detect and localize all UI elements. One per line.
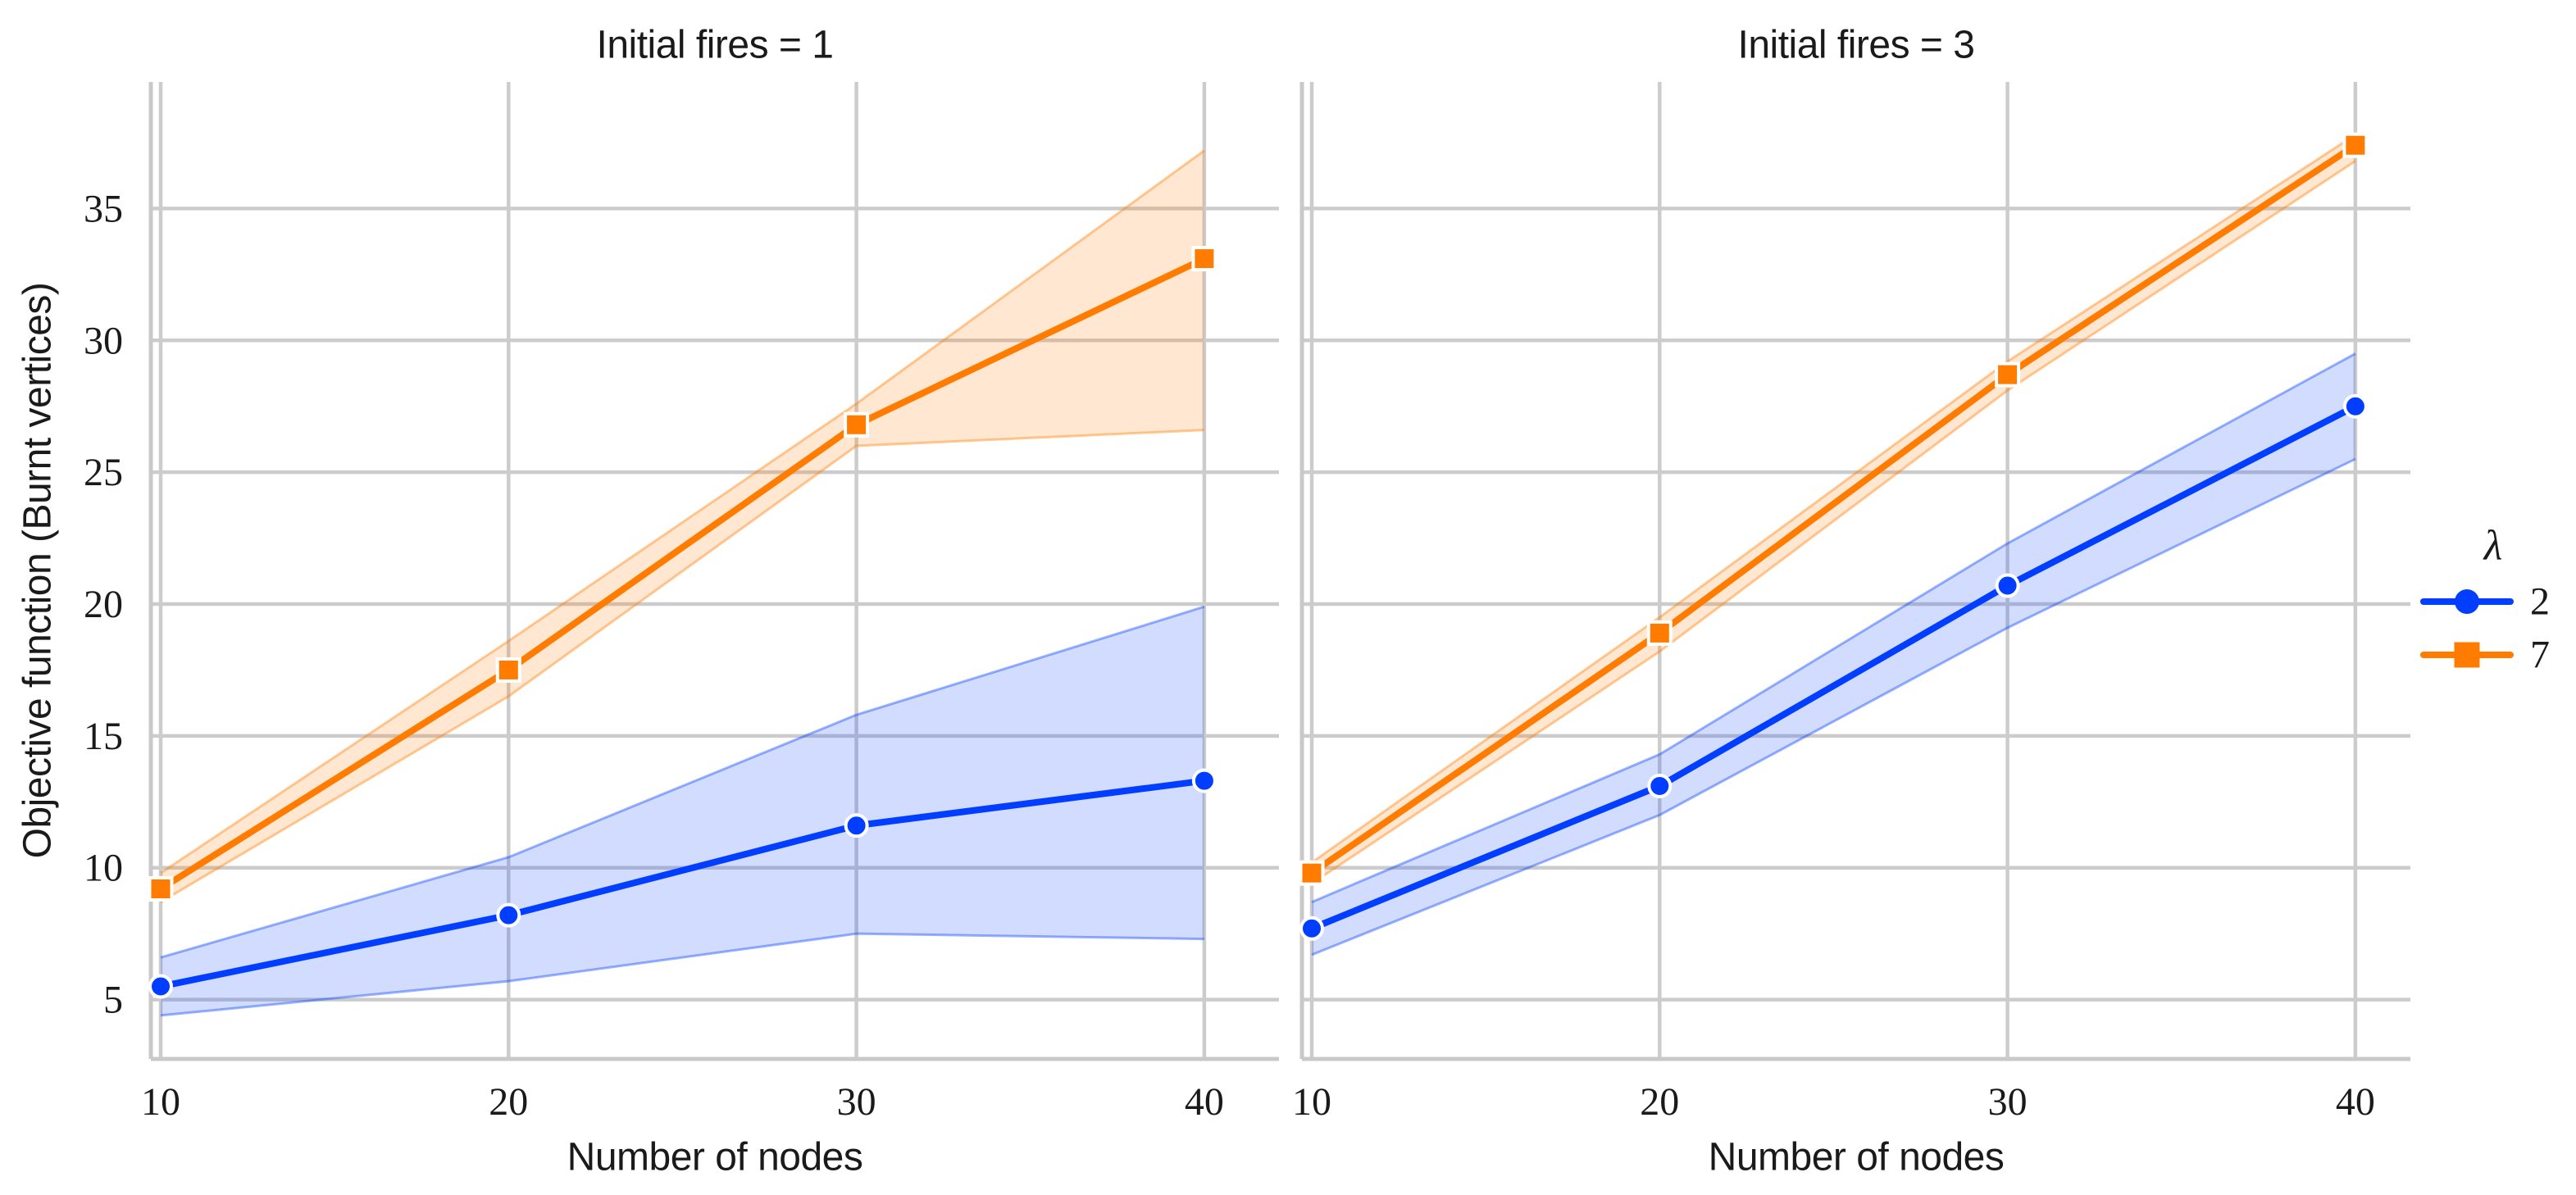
confidence-band [161,150,1204,902]
data-point [1299,916,1324,941]
legend [2420,589,2514,668]
confidence-band-edge [160,429,1204,903]
legend-label-lambda-7: 7 [2530,633,2550,677]
x-tick-label: 40 [1185,1080,1224,1124]
data-point [844,411,870,438]
x-tick-label: 10 [141,1080,180,1124]
confidence-band-edge [1311,352,2356,903]
data-point [1995,361,2021,388]
data-point [1191,246,1217,272]
y-tick-label: 30 [84,319,123,362]
data-point [1299,860,1325,886]
legend-title: λ [2483,522,2503,570]
y-axis-label: Objective function (Burnt vertices) [16,282,60,859]
x-tick-label: 30 [1988,1080,2028,1124]
y-tick-label: 10 [84,847,123,890]
legend-circle-marker [2455,589,2479,614]
x-tick-label: 40 [2336,1080,2375,1124]
series-line--7 [157,255,1208,893]
panel-title-initial-fires-3: Initial fires = 3 [1737,23,1975,67]
confidence-band-edge [1311,160,2356,885]
y-tick-label: 35 [84,187,123,230]
y-tick-label: 15 [84,715,123,758]
confidence-band [1312,353,2355,955]
data-point [1191,768,1217,793]
data-point [148,974,173,999]
data-point [2342,393,2368,419]
confidence-band-edge [160,605,1205,959]
series-line--7 [1308,142,2359,877]
x-axis-label-right: Number of nodes [1708,1135,2005,1179]
confidence-band-edge [160,149,1205,875]
confidence-band-edge [1311,457,2356,956]
data-point [844,813,869,838]
panel-initial-fires-3: 10 20 30 40 [1292,82,2410,1124]
data-point [1647,774,1673,799]
panel-initial-fires-1: 10 20 30 40 5 10 15 20 25 30 35 [84,82,1279,1124]
x-tick-label: 20 [489,1080,528,1124]
x-axis-label-left: Number of nodes [567,1135,863,1179]
data-point [1646,620,1673,646]
legend-square-marker [2454,642,2480,668]
x-tick-label: 30 [837,1080,876,1124]
data-point [2342,132,2369,158]
y-tick-label: 20 [84,583,123,626]
x-tick-label: 20 [1640,1080,1679,1124]
data-point [496,902,521,928]
data-point [1995,573,2020,598]
confidence-band [161,607,1204,1016]
panel-title-initial-fires-1: Initial fires = 1 [596,23,834,67]
confidence-band-edge [160,932,1204,1017]
series-line--2 [1308,402,2359,932]
y-tick-label: 25 [84,451,123,494]
legend-label-lambda-2: 2 [2530,579,2550,624]
series-line--2 [157,777,1208,990]
y-tick-label: 5 [103,979,123,1022]
data-point [148,875,174,902]
data-point [495,657,521,683]
confidence-band-edge [1311,134,2356,864]
x-tick-label: 10 [1292,1080,1331,1124]
